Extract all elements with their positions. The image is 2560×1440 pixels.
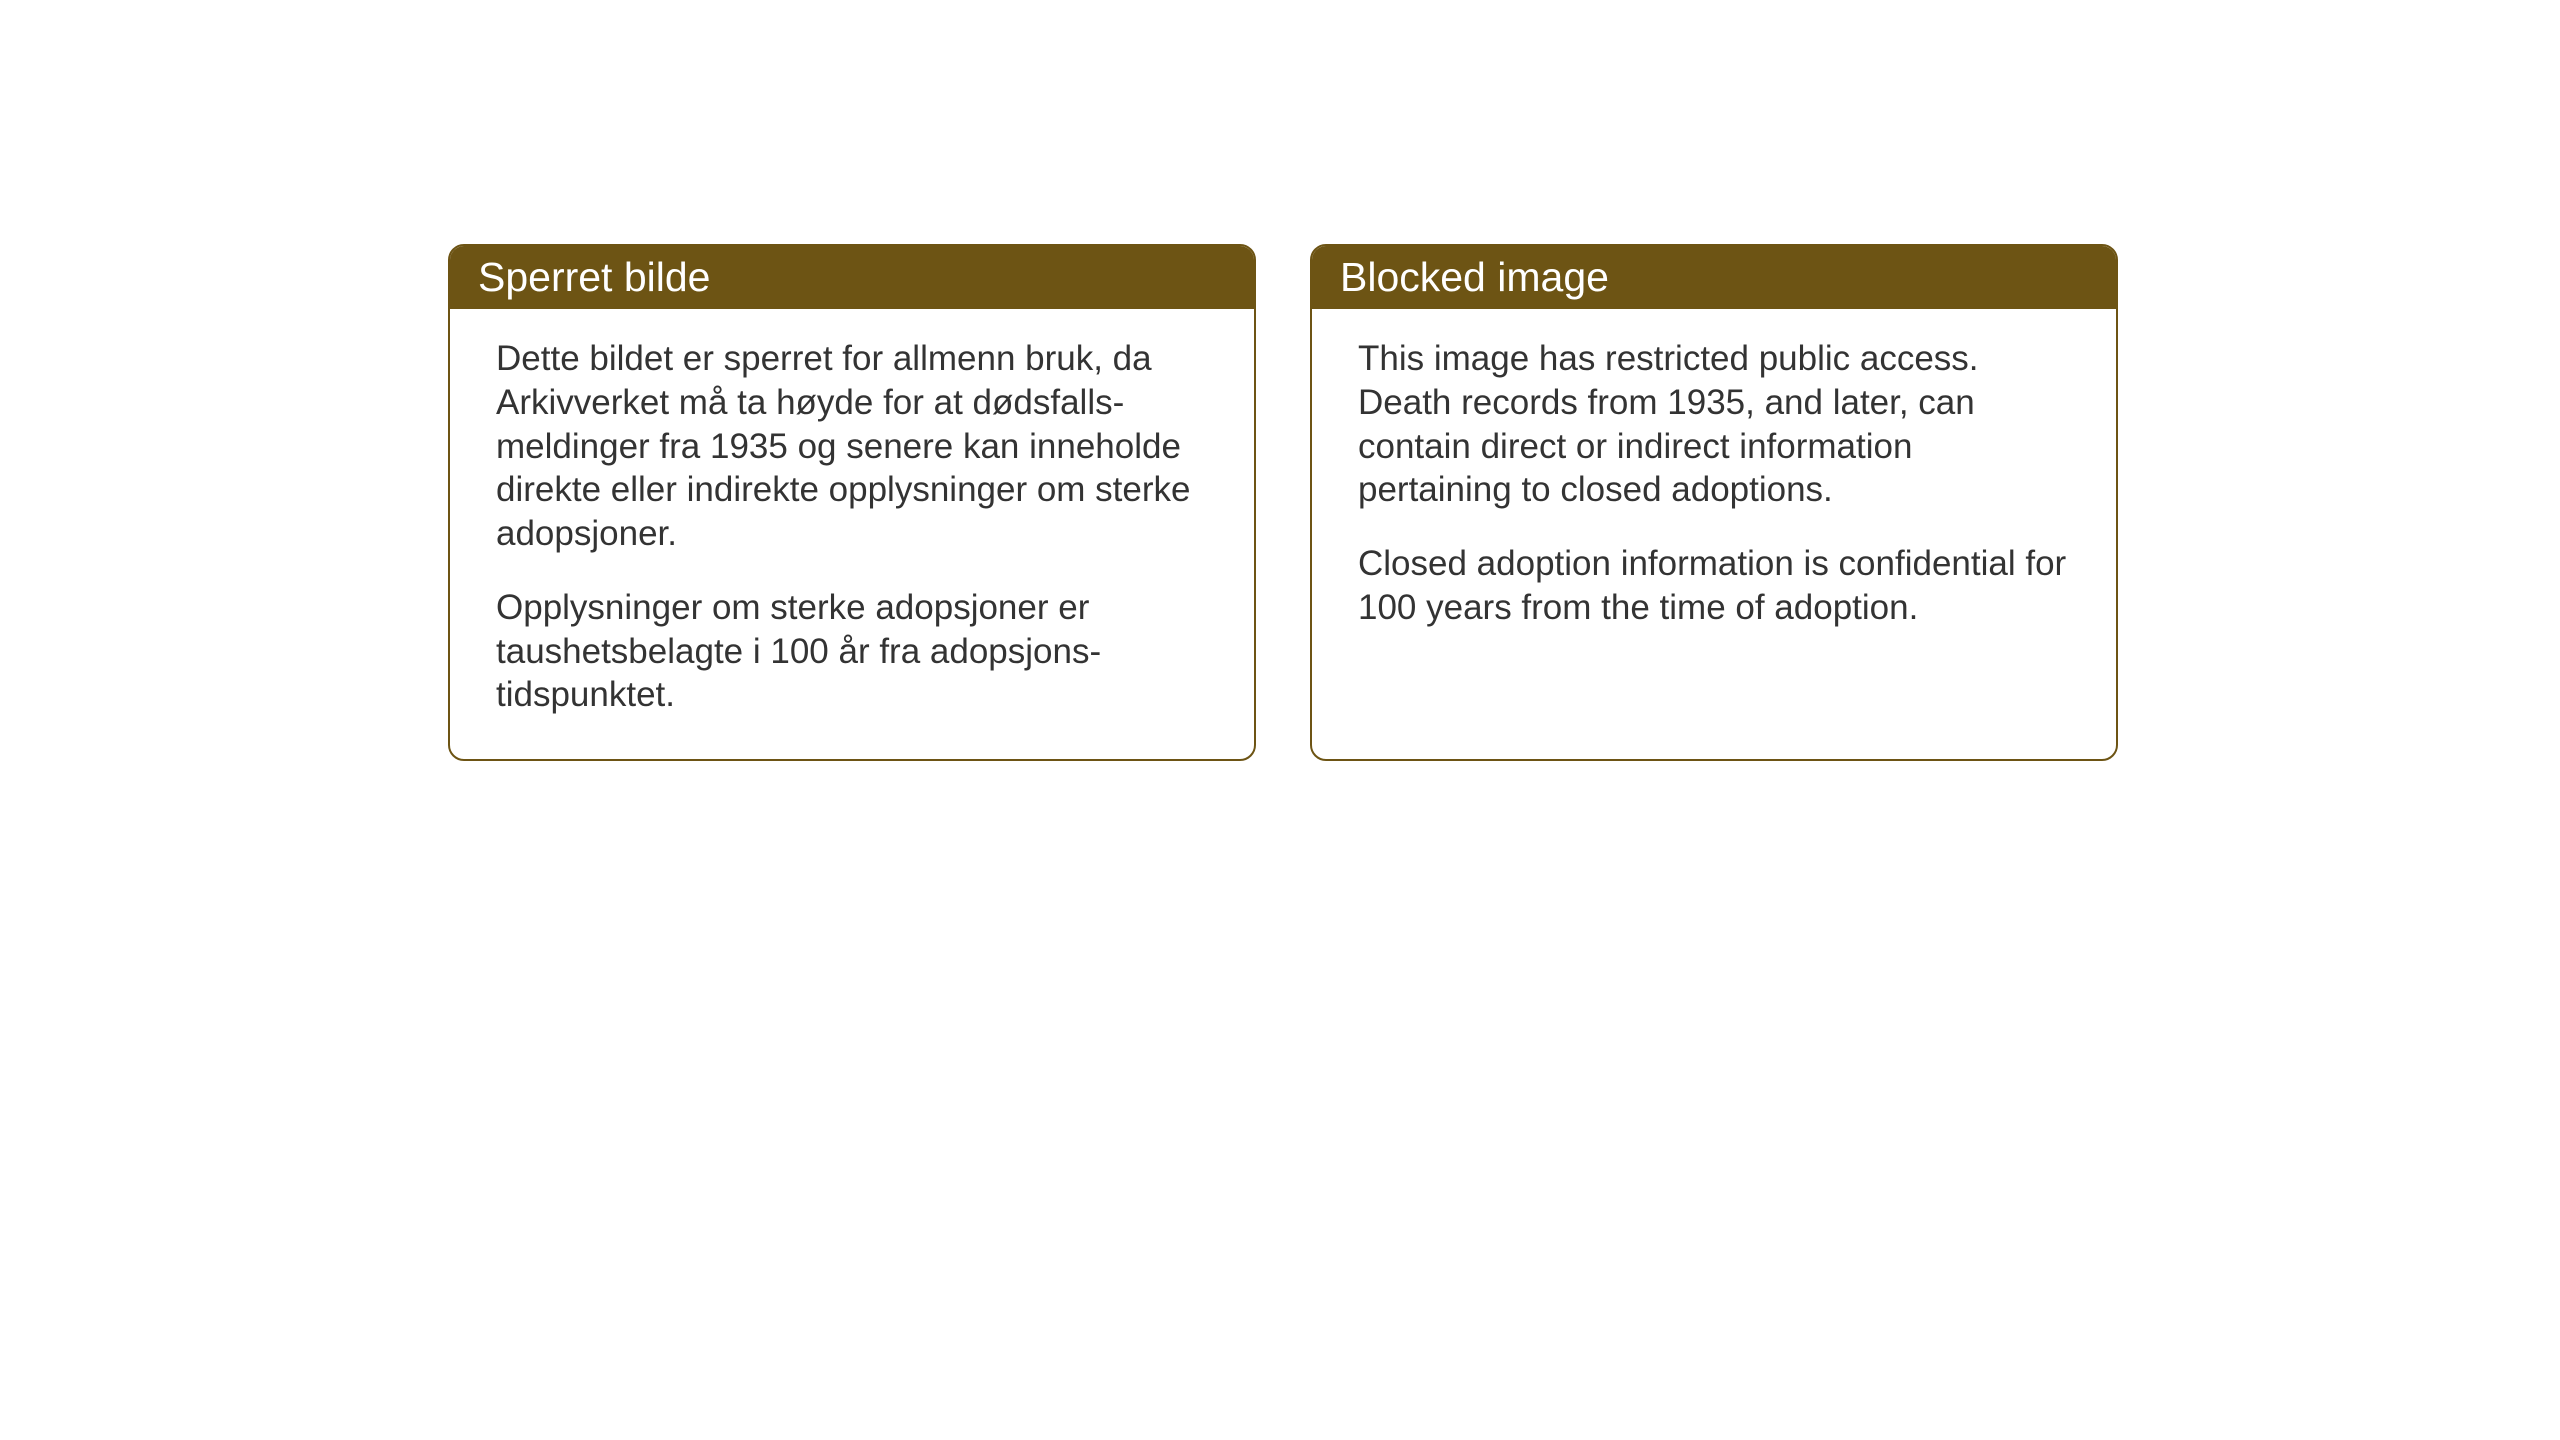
card-paragraph-1-norwegian: Dette bildet er sperret for allmenn bruk…	[496, 337, 1208, 556]
card-body-norwegian: Dette bildet er sperret for allmenn bruk…	[450, 309, 1254, 759]
card-body-english: This image has restricted public access.…	[1312, 309, 2116, 672]
card-paragraph-2-english: Closed adoption information is confident…	[1358, 542, 2070, 630]
notice-container: Sperret bilde Dette bildet er sperret fo…	[448, 244, 2118, 761]
card-paragraph-1-english: This image has restricted public access.…	[1358, 337, 2070, 512]
notice-card-norwegian: Sperret bilde Dette bildet er sperret fo…	[448, 244, 1256, 761]
card-paragraph-2-norwegian: Opplysninger om sterke adopsjoner er tau…	[496, 586, 1208, 717]
card-title-english: Blocked image	[1340, 254, 1609, 300]
card-header-norwegian: Sperret bilde	[450, 246, 1254, 309]
card-header-english: Blocked image	[1312, 246, 2116, 309]
card-title-norwegian: Sperret bilde	[478, 254, 710, 300]
notice-card-english: Blocked image This image has restricted …	[1310, 244, 2118, 761]
